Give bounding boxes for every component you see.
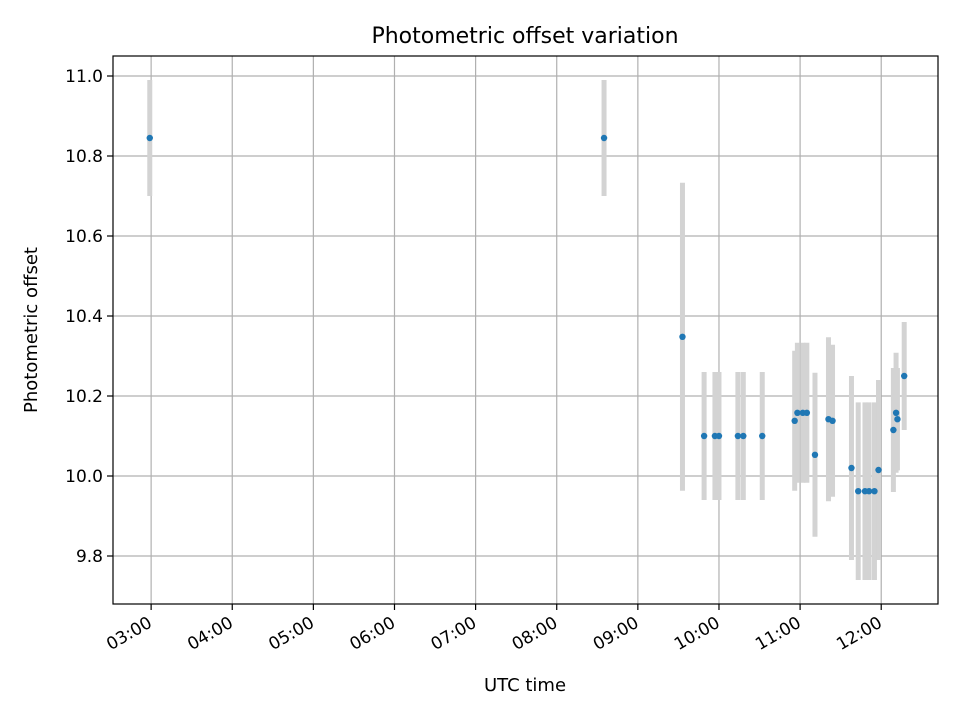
data-point	[848, 464, 855, 472]
data-point	[871, 488, 878, 495]
x-tick-label: 11:00	[752, 613, 804, 655]
x-axis-label: UTC time	[484, 675, 566, 696]
x-tick-label: 03:00	[103, 613, 155, 655]
data-point	[759, 432, 766, 440]
data-point	[829, 417, 836, 424]
data-point	[146, 134, 153, 142]
x-tick-label: 06:00	[347, 613, 399, 655]
y-axis-ticks: 9.8 10.0 10.2 10.4 10.6 10.8 11.0	[65, 67, 113, 567]
data-point	[803, 409, 811, 416]
chart-title: Photometric offset variation	[371, 24, 678, 49]
data-point	[892, 409, 900, 416]
data-point	[740, 432, 747, 440]
x-tick-label: 05:00	[265, 613, 317, 655]
data-point	[734, 432, 742, 440]
data-point	[791, 417, 798, 424]
data-point	[894, 416, 901, 423]
data-point	[700, 432, 708, 440]
data-point	[715, 432, 723, 440]
data-point	[890, 426, 897, 434]
y-tick-label: 10.6	[65, 227, 103, 247]
data-point	[865, 488, 873, 495]
y-tick-label: 10.4	[65, 307, 103, 327]
x-tick-label: 12:00	[833, 613, 885, 655]
x-tick-label: 09:00	[590, 613, 642, 655]
x-tick-label: 08:00	[509, 613, 561, 655]
plot-frame	[112, 55, 939, 605]
y-axis-label: Photometric offset	[21, 247, 42, 413]
data-points	[146, 134, 908, 495]
y-tick-label: 11.0	[65, 67, 103, 87]
y-tick-label: 10.2	[65, 387, 103, 407]
data-point	[811, 451, 819, 458]
data-point	[855, 488, 862, 495]
y-tick-label: 10.0	[65, 467, 103, 487]
x-axis-ticks: 03:00 04:00 05:00 06:00 07:00 08:00 09:00 10:00…	[103, 604, 886, 655]
y-tick-label: 10.8	[65, 147, 103, 167]
x-tick-label: 10:00	[671, 613, 723, 655]
data-point	[794, 409, 801, 416]
error-bars	[147, 80, 907, 580]
data-point	[679, 333, 686, 340]
y-tick-label: 9.8	[76, 547, 103, 567]
data-point	[600, 134, 608, 142]
x-tick-label: 04:00	[184, 613, 236, 655]
data-point	[900, 372, 908, 380]
data-point	[875, 466, 882, 474]
x-tick-label: 07:00	[428, 613, 480, 655]
